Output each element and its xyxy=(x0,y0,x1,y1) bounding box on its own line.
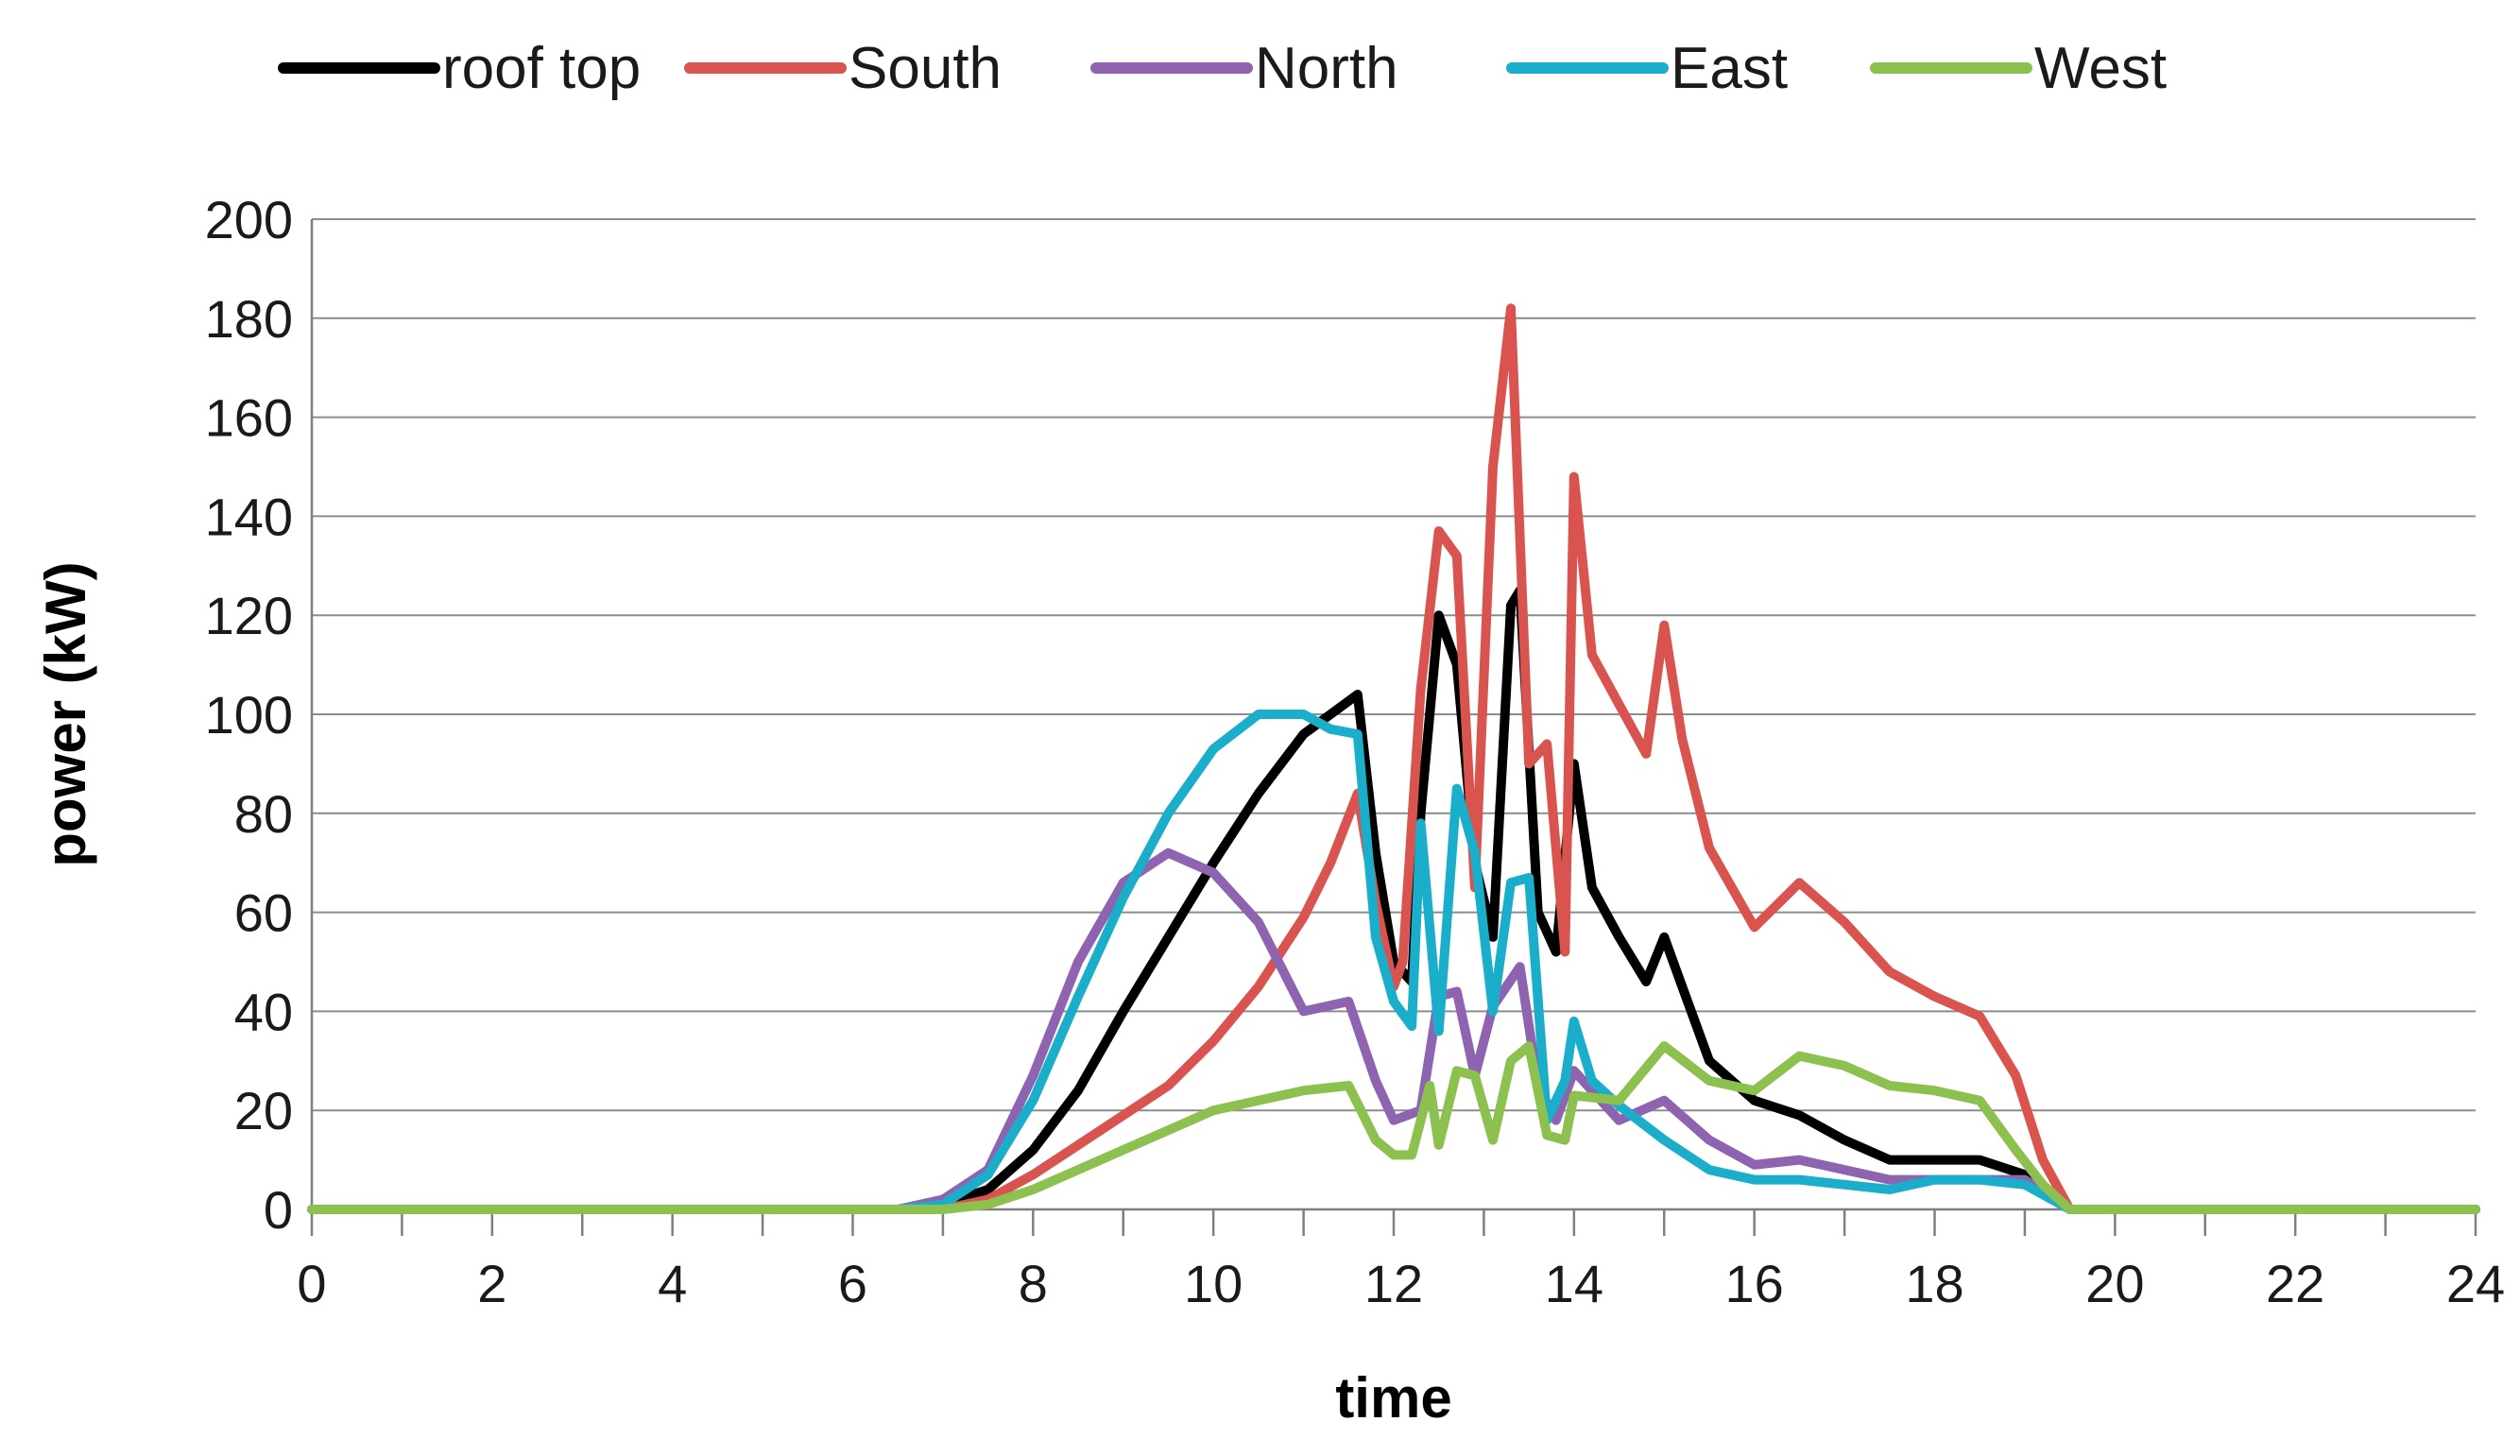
legend-label: roof top xyxy=(442,36,641,101)
y-tick-label: 120 xyxy=(205,586,293,645)
x-tick-label: 10 xyxy=(1184,1254,1243,1313)
y-tick-label: 60 xyxy=(234,883,293,943)
y-tick-label: 160 xyxy=(205,388,293,448)
y-tick-label: 20 xyxy=(234,1081,293,1140)
legend: roof top South North East West xyxy=(278,36,2167,101)
x-axis-title: time xyxy=(1335,1366,1451,1430)
legend-label: North xyxy=(1255,36,1398,101)
x-tick-label: 12 xyxy=(1364,1254,1423,1313)
x-tick-label: 18 xyxy=(1905,1254,1963,1313)
y-axis-title: power (kW) xyxy=(34,561,97,866)
x-tick-label: 2 xyxy=(477,1254,506,1313)
series-line-roof-top xyxy=(307,586,2480,1214)
y-tick-label: 0 xyxy=(264,1180,293,1240)
series-line-north xyxy=(307,848,2480,1214)
x-tick-label: 20 xyxy=(2085,1254,2144,1313)
legend-item-south: South xyxy=(684,36,1002,101)
x-tick-label: 6 xyxy=(838,1254,867,1313)
series-lines xyxy=(307,303,2480,1214)
legend-item-north: North xyxy=(1090,36,1398,101)
legend-label: South xyxy=(849,36,1002,101)
y-tick-label: 40 xyxy=(234,982,293,1041)
series-line-east xyxy=(307,710,2480,1214)
legend-item-roof-top: roof top xyxy=(278,36,641,101)
x-tick-label: 0 xyxy=(297,1254,326,1313)
y-tick-label: 140 xyxy=(205,487,293,546)
y-tick-label: 100 xyxy=(205,685,293,745)
x-tick-label: 24 xyxy=(2446,1254,2505,1313)
x-tick-label: 22 xyxy=(2266,1254,2324,1313)
legend-label: West xyxy=(2034,36,2167,101)
legend-item-east: East xyxy=(1506,36,1788,101)
y-tick-label: 200 xyxy=(205,190,293,249)
x-tick-label: 16 xyxy=(1725,1254,1784,1313)
series-line-south xyxy=(307,303,2480,1214)
x-tick-label: 4 xyxy=(658,1254,687,1313)
y-tick-label: 180 xyxy=(205,289,293,349)
gridlines xyxy=(312,218,2476,1112)
legend-item-west: West xyxy=(1870,36,2167,101)
x-tick-label: 8 xyxy=(1019,1254,1048,1313)
legend-label: East xyxy=(1671,36,1788,101)
series-line-west xyxy=(307,1041,2480,1214)
x-tick-label: 14 xyxy=(1545,1254,1603,1313)
y-tick-label: 80 xyxy=(234,784,293,844)
